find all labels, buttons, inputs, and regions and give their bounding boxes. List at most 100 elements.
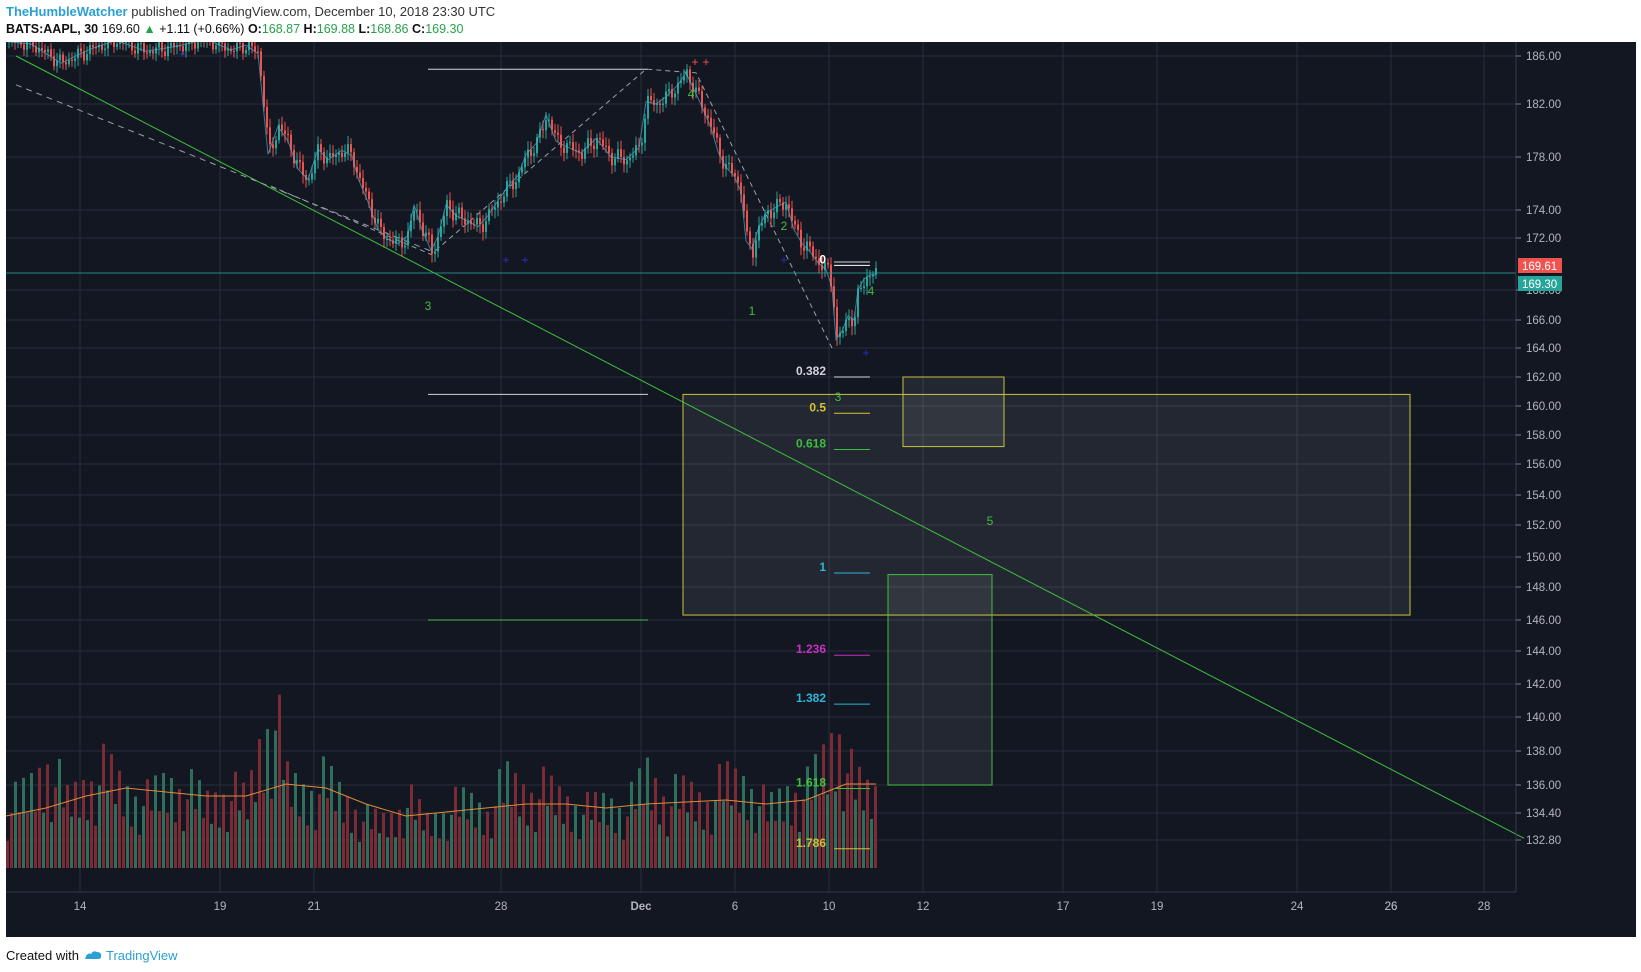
candle-body [173, 42, 175, 48]
candle-body [23, 44, 25, 50]
chart-svg[interactable]: 00.3820.50.61811.2361.3821.6181.78634214… [5, 27, 1636, 937]
volume-bar [402, 838, 405, 868]
candle-body [101, 44, 103, 51]
candle-body [74, 58, 76, 62]
change-value: +1.11 (+0.66%) [159, 22, 245, 36]
volume-bar [862, 810, 865, 868]
volume-bar [718, 764, 721, 868]
volume-bar [190, 769, 193, 868]
fib-level-label: 1.236 [796, 642, 826, 656]
volume-bar [270, 798, 273, 868]
volume-bar [658, 824, 661, 868]
price-axis-label: 166.00 [1526, 315, 1561, 327]
candle-body [752, 243, 754, 258]
tradingview-brand-link[interactable]: TradingView [106, 948, 178, 963]
candle-body [674, 93, 676, 98]
candle-body [542, 128, 544, 131]
time-axis-label: Dec [630, 901, 652, 913]
candle-body [719, 137, 721, 156]
candle-body [299, 160, 301, 163]
candle-body [755, 240, 757, 258]
candle-body [434, 251, 436, 254]
volume-bar [642, 804, 645, 868]
change-arrow-icon: ▲ [143, 22, 156, 36]
fib-level-label: 1 [819, 560, 826, 574]
candle-body [248, 41, 250, 51]
volume-bar [810, 799, 813, 868]
volume-bar [826, 794, 829, 868]
candle-body [212, 39, 214, 50]
volume-bar [126, 786, 129, 868]
candle-body [659, 103, 661, 106]
candle-body [413, 210, 415, 221]
volume-bar [466, 819, 469, 868]
candle-body [581, 152, 583, 159]
candle-body [167, 46, 169, 57]
candle-body [53, 56, 55, 67]
volume-bar [802, 799, 805, 868]
candle-body [416, 209, 418, 211]
candle-body [341, 152, 343, 158]
volume-bar [602, 792, 605, 868]
volume-bar [422, 830, 425, 868]
candle-body [836, 307, 838, 337]
candle-body [485, 220, 487, 232]
candle-body [548, 119, 550, 121]
candle-body [497, 201, 499, 208]
candle-body [143, 43, 145, 53]
volume-bar [406, 807, 409, 868]
candle-body [302, 162, 304, 175]
volume-bar [838, 734, 841, 868]
candle-body [284, 130, 286, 135]
candle-body [239, 42, 241, 44]
chart-header-line2: BATS:AAPL, 30 169.60 ▲ +1.11 (+0.66%) O:… [6, 22, 463, 36]
volume-bar [682, 775, 685, 868]
volume-bar [390, 812, 393, 868]
candle-body [356, 166, 358, 173]
volume-bar [514, 773, 517, 868]
price-axis-label: 138.00 [1526, 746, 1561, 758]
volume-bar [410, 784, 413, 868]
last-price: 169.60 [101, 22, 140, 36]
volume-bar [414, 819, 417, 868]
volume-bar [654, 778, 657, 868]
fib-level-label: 0 [819, 252, 826, 266]
chart-header-line1: TheHumbleWatcher published on TradingVie… [6, 4, 495, 19]
candle-body [41, 47, 43, 50]
volume-bar [374, 808, 377, 868]
time-axis-label: 6 [732, 901, 738, 913]
candle-body [665, 91, 667, 104]
chart-area[interactable]: 0 0.382 0.5 0.618 1 1.236 1.382 1.618 1.786 3 4 2 1 4… [5, 27, 1636, 937]
candle-body [791, 208, 793, 221]
candle-body [662, 103, 664, 106]
volume-bar [266, 729, 269, 868]
candle-body [326, 157, 328, 164]
volume-bar [358, 841, 361, 868]
volume-bar [150, 810, 153, 868]
candle-body [386, 239, 388, 241]
volume-bar [62, 807, 65, 868]
candle-body [506, 181, 508, 197]
candle-body [863, 286, 865, 288]
candle-body [605, 145, 607, 147]
price-axis-label: 152.00 [1526, 520, 1561, 532]
volume-bar [674, 774, 677, 868]
volume-bar [350, 832, 353, 868]
author-name[interactable]: TheHumbleWatcher [6, 4, 128, 19]
volume-bar [282, 779, 285, 868]
volume-bar [370, 829, 373, 868]
candle-body [281, 124, 283, 131]
candle-body [392, 240, 394, 244]
volume-bar [562, 823, 565, 868]
candle-body [743, 194, 745, 211]
volume-bar [834, 791, 837, 868]
volume-bar [738, 812, 741, 868]
volume-bar [530, 792, 533, 868]
candle-body [353, 152, 355, 167]
price-axis-label: 148.00 [1526, 582, 1561, 594]
candle-body [713, 127, 715, 134]
volume-bar [342, 822, 345, 868]
candle-body [788, 204, 790, 209]
volume-bar [494, 806, 497, 868]
candle-body [626, 160, 628, 165]
